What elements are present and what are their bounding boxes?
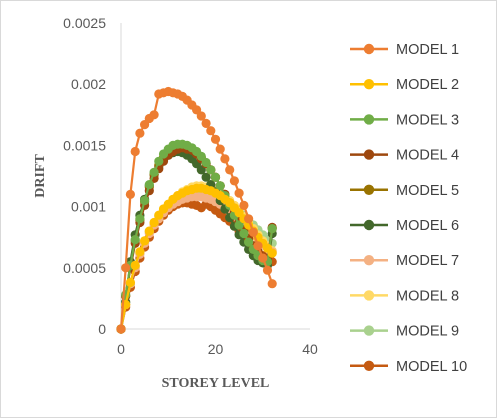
data-point — [125, 277, 135, 288]
data-point — [130, 146, 140, 157]
data-point — [135, 247, 145, 257]
legend-item: MODEL 3 — [350, 112, 459, 128]
data-point — [239, 200, 249, 210]
data-point — [258, 253, 268, 263]
data-point — [210, 134, 221, 144]
legend: MODEL 1 MODEL 2 MODEL 3 MODEL 4 MODEL 5 MODEL… — [350, 42, 467, 375]
legend-label: MODEL 5 — [396, 183, 459, 199]
data-point — [248, 227, 258, 237]
data-point — [267, 224, 277, 234]
data-point — [244, 214, 254, 224]
data-point — [210, 172, 221, 182]
legend-item: MODEL 8 — [350, 288, 459, 304]
data-point — [225, 165, 235, 175]
legend-marker — [363, 79, 375, 90]
x-tick-label: 40 — [302, 341, 318, 357]
data-point — [267, 248, 277, 258]
data-point — [144, 226, 154, 236]
data-point — [201, 157, 211, 168]
data-point — [201, 172, 211, 182]
legend-marker — [363, 184, 375, 195]
y-tick-label: 0.0015 — [63, 137, 106, 153]
data-point — [149, 167, 159, 177]
x-tick-label: 0 — [117, 341, 125, 357]
data-point — [149, 217, 159, 228]
data-point — [130, 260, 140, 270]
data-point — [144, 180, 154, 190]
y-tick-label: 0 — [98, 321, 106, 337]
y-axis-title: DRIFT — [33, 154, 48, 198]
data-point — [149, 110, 159, 120]
data-point — [239, 228, 249, 239]
data-point — [206, 165, 216, 175]
legend-label: MODEL 3 — [396, 112, 459, 128]
data-point — [229, 176, 239, 186]
data-point — [206, 126, 216, 136]
x-tick-labels: 0 20 40 — [117, 341, 318, 357]
legend-item: MODEL 5 — [350, 183, 459, 199]
legend-item: MODEL 1 — [350, 42, 459, 58]
legend-marker — [363, 149, 375, 160]
data-point — [215, 144, 225, 154]
legend-item: MODEL 4 — [350, 148, 459, 164]
legend-marker — [363, 325, 375, 336]
legend-marker — [363, 43, 375, 55]
legend-label: MODEL 4 — [396, 148, 459, 164]
x-axis-title: STOREY LEVEL — [162, 376, 270, 391]
legend-marker — [363, 219, 375, 231]
data-point — [196, 111, 206, 121]
data-point — [135, 128, 145, 138]
legend-item: MODEL 9 — [350, 324, 459, 340]
legend-label: MODEL 9 — [396, 324, 459, 340]
data-point — [140, 236, 150, 246]
legend-marker — [363, 255, 375, 266]
data-point — [234, 188, 244, 198]
y-tick-label: 0.0005 — [63, 260, 106, 276]
data-point — [234, 220, 244, 230]
legend-item: MODEL 10 — [350, 359, 467, 375]
data-point — [244, 237, 254, 247]
legend-marker — [363, 114, 375, 125]
data-point — [262, 265, 273, 275]
data-point — [215, 181, 225, 191]
legend-label: MODEL 8 — [396, 288, 459, 304]
legend-label: MODEL 6 — [396, 218, 459, 234]
y-tick-labels: 0 0.0005 0.001 0.0015 0.002 0.0025 — [63, 15, 106, 337]
legend-marker — [363, 290, 375, 301]
data-point — [267, 279, 277, 289]
data-point — [125, 189, 135, 199]
x-tick-label: 20 — [208, 341, 224, 357]
legend-label: MODEL 7 — [396, 253, 459, 269]
series-layer — [116, 86, 277, 334]
legend-item: MODEL 7 — [350, 253, 459, 269]
legend-marker — [363, 360, 375, 371]
legend-item: MODEL 2 — [350, 77, 459, 93]
data-point — [135, 214, 145, 224]
y-tick-label: 0.001 — [71, 199, 106, 215]
legend-item: MODEL 6 — [350, 218, 459, 234]
y-tick-label: 0.0025 — [63, 15, 106, 31]
data-point — [140, 195, 150, 206]
series-4 — [116, 143, 277, 334]
data-point — [220, 154, 230, 164]
data-point — [130, 235, 140, 245]
series-1 — [116, 86, 277, 334]
data-point — [201, 118, 211, 128]
legend-label: MODEL 2 — [396, 77, 459, 93]
data-point — [253, 241, 263, 251]
data-point — [121, 263, 131, 273]
y-tick-label: 0.002 — [71, 76, 106, 92]
data-point — [116, 324, 126, 334]
data-point — [154, 156, 164, 166]
legend-label: MODEL 1 — [396, 42, 459, 58]
legend-label: MODEL 10 — [396, 359, 467, 375]
